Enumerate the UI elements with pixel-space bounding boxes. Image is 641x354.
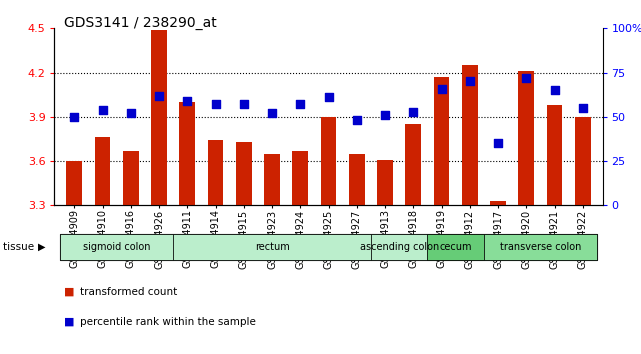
Point	[380, 112, 390, 118]
Bar	[123, 151, 138, 205]
Bar	[320, 117, 337, 205]
Bar	[519, 71, 534, 205]
Bar	[490, 201, 506, 205]
Bar	[208, 141, 223, 205]
Bar	[378, 160, 393, 205]
Point	[408, 109, 419, 114]
Text: ■: ■	[64, 287, 74, 297]
Point	[549, 87, 560, 93]
Point	[182, 98, 192, 104]
Point	[493, 141, 503, 146]
Point	[465, 79, 475, 84]
Point	[97, 107, 108, 113]
Text: cecum: cecum	[439, 242, 472, 252]
Text: tissue: tissue	[3, 242, 38, 252]
Bar	[434, 77, 449, 205]
Bar	[264, 154, 279, 205]
Bar	[67, 161, 82, 205]
Bar	[292, 151, 308, 205]
Text: rectum: rectum	[254, 242, 289, 252]
Text: GDS3141 / 238290_at: GDS3141 / 238290_at	[64, 16, 217, 30]
Point	[267, 110, 277, 116]
Bar	[151, 30, 167, 205]
Point	[210, 102, 221, 107]
Point	[295, 102, 305, 107]
Bar	[179, 102, 195, 205]
Point	[578, 105, 588, 111]
Text: ascending colon: ascending colon	[360, 242, 438, 252]
Text: transverse colon: transverse colon	[500, 242, 581, 252]
Bar	[95, 137, 110, 205]
Bar	[406, 124, 421, 205]
Point	[521, 75, 531, 81]
Bar	[349, 154, 365, 205]
Text: ▶: ▶	[38, 242, 46, 252]
Point	[437, 86, 447, 91]
Point	[154, 93, 164, 98]
Bar	[547, 105, 562, 205]
Point	[323, 95, 333, 100]
Text: sigmoid colon: sigmoid colon	[83, 242, 151, 252]
Text: transformed count: transformed count	[80, 287, 178, 297]
Point	[352, 118, 362, 123]
Bar	[236, 142, 251, 205]
Point	[126, 110, 136, 116]
Text: percentile rank within the sample: percentile rank within the sample	[80, 317, 256, 327]
Bar	[575, 117, 590, 205]
Point	[238, 102, 249, 107]
Point	[69, 114, 79, 120]
Bar	[462, 65, 478, 205]
Text: ■: ■	[64, 317, 74, 327]
